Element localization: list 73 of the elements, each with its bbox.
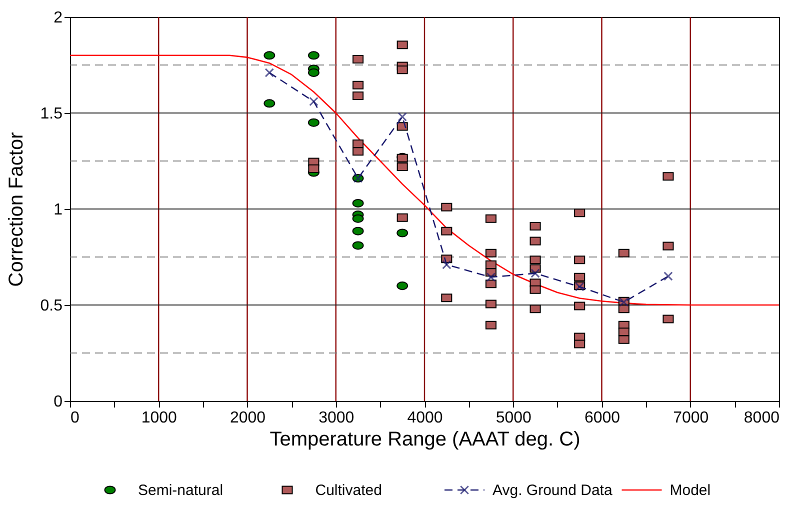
y-tick-label: 1 xyxy=(54,202,63,218)
legend-label: Cultivated xyxy=(315,482,382,499)
x-tick-label: 3000 xyxy=(318,410,354,426)
point xyxy=(664,272,673,281)
point xyxy=(618,304,630,314)
y-tick-label: 1.5 xyxy=(40,106,63,122)
point xyxy=(442,260,452,270)
point xyxy=(530,268,540,278)
y-tick-label: 0.5 xyxy=(40,298,63,314)
legend-label: Avg. Ground Data xyxy=(492,482,613,499)
point xyxy=(396,162,408,172)
point xyxy=(352,241,364,250)
point xyxy=(574,340,586,348)
point xyxy=(308,68,320,77)
point xyxy=(352,91,364,100)
point xyxy=(264,99,276,108)
point xyxy=(485,300,496,308)
point xyxy=(618,328,630,336)
point xyxy=(530,285,541,294)
point xyxy=(441,202,452,212)
x-tick-label: 0 xyxy=(70,410,80,426)
point xyxy=(352,80,364,90)
x-tick-label: 8000 xyxy=(744,410,780,426)
x-tick-label: 2000 xyxy=(230,410,266,426)
point xyxy=(662,242,674,250)
point xyxy=(308,51,320,60)
y-tick-label: 0 xyxy=(54,394,63,410)
point xyxy=(618,335,630,344)
legend-label: Semi-natural xyxy=(138,482,224,499)
point xyxy=(308,118,320,127)
point xyxy=(530,256,541,264)
point xyxy=(352,54,364,64)
point xyxy=(264,51,276,60)
point xyxy=(264,68,274,78)
y-tick-label: 2 xyxy=(54,10,63,26)
point xyxy=(396,213,408,222)
point xyxy=(574,272,586,282)
x-tick-label: 4000 xyxy=(407,410,443,426)
point xyxy=(530,236,541,246)
legend-label: Model xyxy=(670,482,711,499)
point xyxy=(441,226,452,236)
x-tick-label: 1000 xyxy=(141,410,178,426)
point xyxy=(309,96,318,106)
point xyxy=(398,112,407,122)
point xyxy=(441,294,452,302)
point xyxy=(662,314,674,324)
point xyxy=(308,164,320,173)
point xyxy=(396,282,408,290)
point xyxy=(352,198,364,208)
point xyxy=(485,280,496,288)
point xyxy=(574,302,586,310)
point xyxy=(352,214,364,223)
point xyxy=(485,320,496,330)
point xyxy=(662,172,674,181)
x-tick-label: 6000 xyxy=(584,410,620,426)
point xyxy=(618,248,630,258)
point xyxy=(352,226,364,236)
x-axis-title: Temperature Range (AAAT deg. C) xyxy=(270,428,580,450)
point xyxy=(485,248,496,258)
point xyxy=(574,256,586,264)
point xyxy=(530,304,541,314)
line-series xyxy=(69,54,780,306)
point xyxy=(485,214,496,223)
point xyxy=(396,66,408,74)
point xyxy=(486,272,496,282)
point xyxy=(352,147,364,156)
x-tick-label: 7000 xyxy=(673,410,709,426)
y-axis-title: Correction Factor xyxy=(5,132,28,287)
point xyxy=(396,40,408,50)
point xyxy=(396,228,408,238)
point xyxy=(530,222,541,231)
x-tick-label: 5000 xyxy=(496,410,532,426)
point xyxy=(574,208,586,218)
